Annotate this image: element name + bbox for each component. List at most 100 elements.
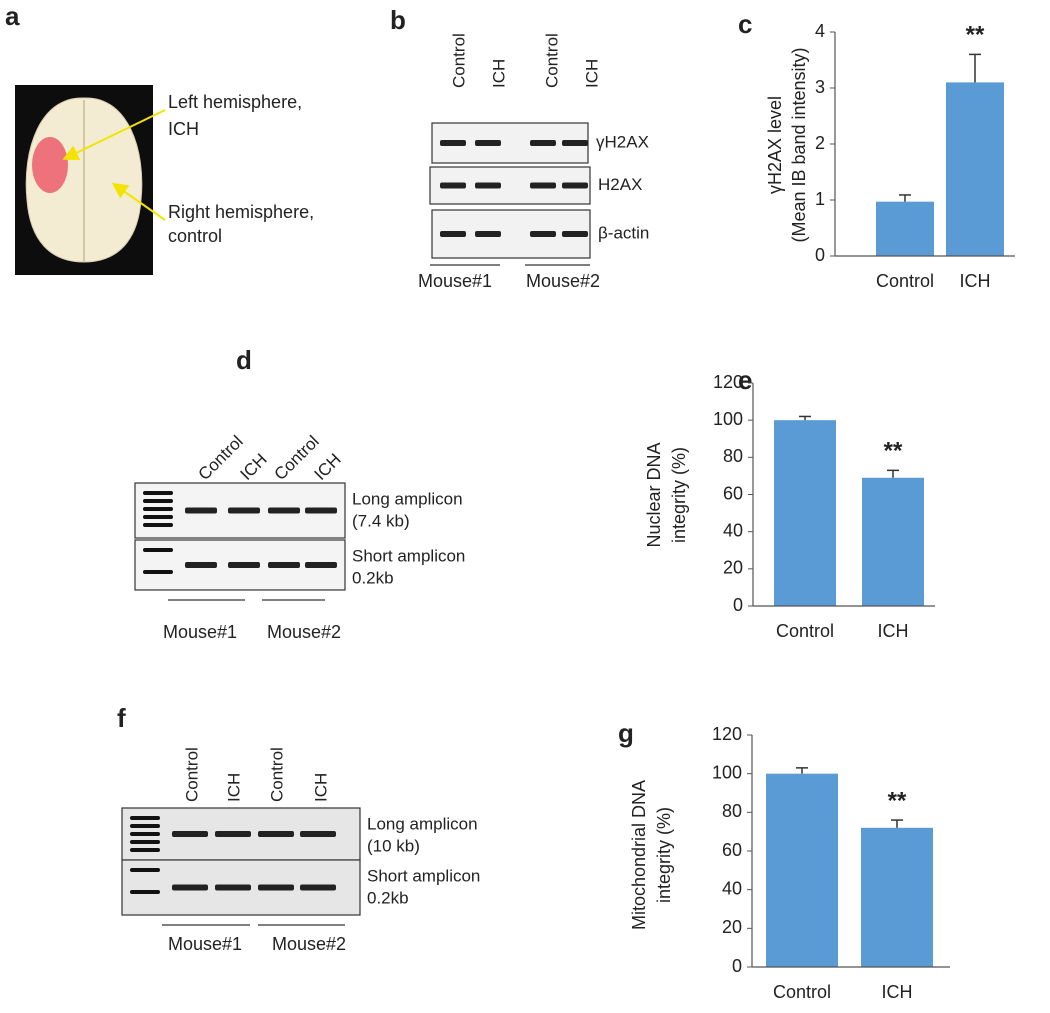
bar xyxy=(862,477,924,606)
mouse-label: Mouse#2 xyxy=(272,934,346,954)
y-tick-label: 100 xyxy=(712,762,742,782)
photo-label: Right hemisphere, xyxy=(168,202,314,222)
arrow xyxy=(111,182,166,221)
lane-label: ICH xyxy=(489,59,508,88)
lane-label: Control xyxy=(449,33,468,88)
panel-letter: a xyxy=(5,1,20,31)
y-axis-label: Mitochondrial DNA xyxy=(629,780,649,930)
band-label: β-actin xyxy=(598,223,649,242)
bar xyxy=(766,773,838,967)
band-label: γH2AX xyxy=(596,132,649,151)
significance: ** xyxy=(888,787,907,814)
x-tick-label: ICH xyxy=(960,271,991,291)
band-label: H2AX xyxy=(598,175,642,194)
lane-label: Control xyxy=(542,33,561,88)
significance: ** xyxy=(966,22,985,49)
gel-band xyxy=(130,816,160,820)
lane-label: ICH xyxy=(311,450,345,484)
panel-letter: c xyxy=(738,9,752,39)
y-tick-label: 120 xyxy=(712,724,742,744)
x-tick-label: ICH xyxy=(878,621,909,641)
gel-band xyxy=(530,140,556,146)
y-axis-label: integrity (%) xyxy=(654,807,674,903)
gel-band xyxy=(130,890,160,894)
gel-band xyxy=(475,231,501,237)
band-label: Long amplicon xyxy=(352,489,463,508)
gel-band xyxy=(530,231,556,237)
gel-band xyxy=(185,562,217,568)
gel-band xyxy=(258,884,294,891)
y-tick-label: 40 xyxy=(723,520,743,540)
y-tick-label: 2 xyxy=(815,133,825,153)
y-tick-label: 1 xyxy=(815,189,825,209)
y-tick-label: 0 xyxy=(815,245,825,265)
panel-letter: g xyxy=(618,718,634,748)
bar xyxy=(946,82,1004,257)
gel-band xyxy=(215,884,251,891)
mouse-label: Mouse#1 xyxy=(163,622,237,642)
gel-band xyxy=(130,868,160,872)
gel-band xyxy=(562,182,588,189)
gel-band xyxy=(268,507,300,514)
y-axis-label: γH2AX level xyxy=(765,96,785,194)
panel-letter: f xyxy=(117,703,126,733)
band-label: (7.4 kb) xyxy=(352,511,410,530)
bar xyxy=(861,827,933,967)
lane-label: ICH xyxy=(237,450,271,484)
gel-band xyxy=(440,140,466,146)
gel-band xyxy=(300,831,336,837)
gel-band xyxy=(130,824,160,828)
y-tick-label: 100 xyxy=(713,409,743,429)
bar xyxy=(876,201,934,256)
gel-band xyxy=(530,182,556,189)
panel-letter: b xyxy=(390,5,406,35)
gel-band xyxy=(172,884,208,891)
y-tick-label: 4 xyxy=(815,21,825,41)
gel-band xyxy=(475,140,501,146)
panel-letter: e xyxy=(738,365,752,395)
x-tick-label: Control xyxy=(876,271,934,291)
photo-label: control xyxy=(168,226,222,246)
bar xyxy=(774,420,836,606)
photo-label: ICH xyxy=(168,119,199,139)
mouse-label: Mouse#1 xyxy=(418,271,492,291)
gel-band xyxy=(305,507,337,514)
gel-band xyxy=(305,562,337,568)
photo-label: Left hemisphere, xyxy=(168,92,302,112)
gel-band xyxy=(143,548,173,552)
gel-band xyxy=(185,507,217,514)
lane-label: ICH xyxy=(311,773,330,802)
significance: ** xyxy=(884,438,903,465)
y-tick-label: 80 xyxy=(722,801,742,821)
panel-letter: d xyxy=(236,345,252,375)
lane-label: ICH xyxy=(582,59,601,88)
mouse-label: Mouse#1 xyxy=(168,934,242,954)
band-label: Short amplicon xyxy=(367,866,480,885)
gel-band xyxy=(228,562,260,568)
band-label: Long amplicon xyxy=(367,814,478,833)
hemorrhage xyxy=(32,137,68,193)
gel-band xyxy=(562,231,588,237)
y-tick-label: 80 xyxy=(723,446,743,466)
gel-band xyxy=(130,848,160,852)
lane-label: Control xyxy=(267,747,286,802)
lane-label: Control xyxy=(182,747,201,802)
band-label: 0.2kb xyxy=(367,888,409,907)
mouse-label: Mouse#2 xyxy=(267,622,341,642)
y-tick-label: 40 xyxy=(722,878,742,898)
gel-band xyxy=(215,831,251,837)
gel-band xyxy=(440,231,466,237)
gel-band xyxy=(143,570,173,574)
gel-band xyxy=(300,884,336,891)
gel-band xyxy=(268,562,300,568)
gel-band xyxy=(258,831,294,837)
y-tick-label: 0 xyxy=(733,595,743,615)
gel-band xyxy=(143,523,173,527)
arrow xyxy=(62,109,166,160)
band-label: 0.2kb xyxy=(352,568,394,587)
gel-band xyxy=(475,182,501,189)
gel-band xyxy=(143,507,173,511)
x-tick-label: ICH xyxy=(882,982,913,1002)
gel-band xyxy=(143,491,173,495)
